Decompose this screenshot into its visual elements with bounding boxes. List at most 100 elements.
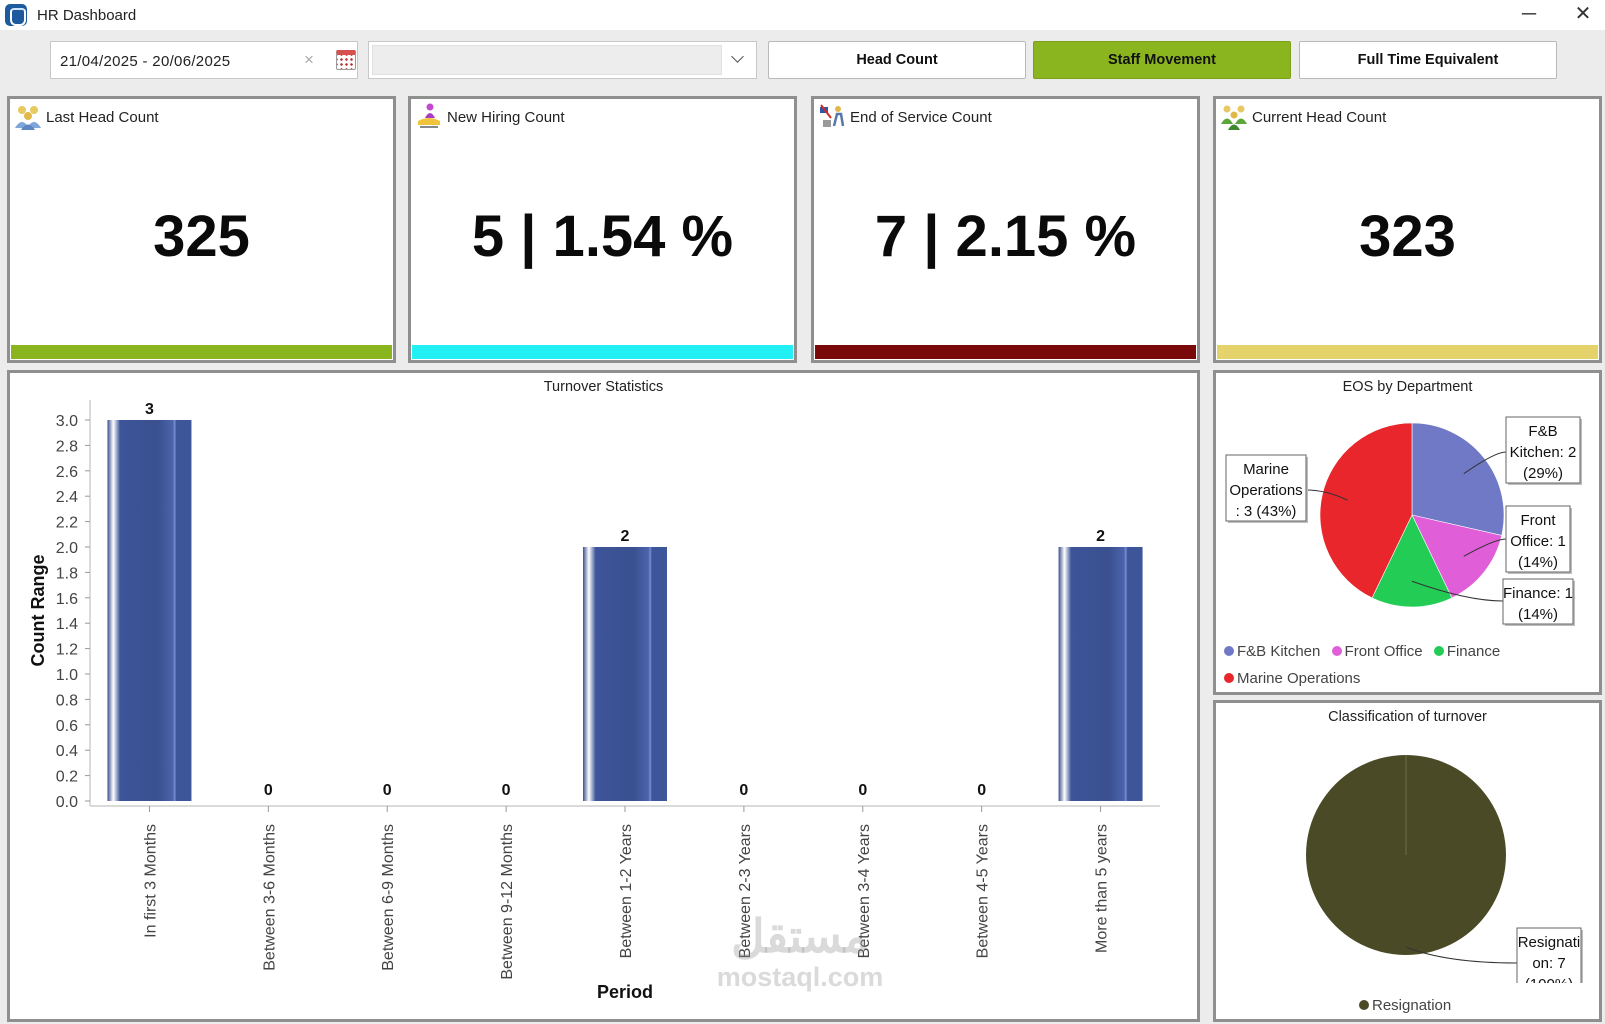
legend-dot: [1433, 646, 1444, 656]
callout-leader: [1405, 946, 1518, 964]
bar-value-label: 2: [1096, 528, 1105, 545]
y-tick-label: 0.2: [56, 769, 78, 786]
staff-movement-button[interactable]: Staff Movement: [1033, 41, 1291, 79]
callout-box: [1516, 927, 1582, 983]
minimize-button[interactable]: ─: [1521, 3, 1537, 25]
head-count-button[interactable]: Head Count: [768, 41, 1026, 79]
date-range-value: 21/04/2025 - 20/06/2025: [60, 53, 231, 70]
slice-callout: F&B Kitchen: 2 (29%): [1463, 416, 1582, 485]
watermark: مستقل mostaql.com: [700, 910, 900, 992]
turnover-bar-chart: 0.0 0.2 0.4 0.6 0.8 1.0 1.2 1.4 1.6 1.8 2.0 2.2 2.4 2…: [28, 400, 1160, 1002]
bar[interactable]: [1058, 547, 1143, 801]
callout-box: [1505, 505, 1571, 573]
bar-value-label: 3: [145, 401, 154, 418]
callout-leader: [1411, 580, 1504, 602]
bar-value-label: 0: [739, 782, 748, 799]
callout-text: Office: 1: [1510, 533, 1566, 550]
legend-item: Front Office: [1331, 643, 1423, 660]
x-tick-label: Between 2-3 Years: [737, 824, 754, 958]
callout-text: (29%): [1523, 465, 1563, 482]
chart-title: Classification of turnover: [1328, 709, 1487, 725]
callout-text: (14%): [1518, 554, 1558, 571]
card-value: 325: [153, 204, 250, 269]
card-accent-bar: [815, 345, 1196, 359]
y-axis-title: Count Range: [28, 555, 48, 667]
legend-dot: [1224, 673, 1234, 683]
x-tick-label: Between 1-2 Years: [618, 824, 635, 958]
chart-title: Turnover Statistics: [543, 379, 664, 395]
slice-callout: Front Office: 1 (14%): [1463, 505, 1572, 574]
callout-leader: [1463, 451, 1507, 475]
classification-of-turnover-panel: Classification of turnover Resignati on: …: [1213, 700, 1602, 1022]
y-tick-label: 1.2: [56, 642, 78, 659]
x-tick-label: Between 6-9 Months: [380, 824, 397, 971]
legend-label: Front Office: [1344, 643, 1423, 660]
chevron-down-icon[interactable]: [729, 51, 749, 69]
legend-dot: [1224, 646, 1234, 656]
slice-callout: Resignati on: 7 (100%): [1405, 927, 1583, 983]
card-accent-bar: [412, 345, 793, 359]
filter-combobox[interactable]: [368, 41, 757, 79]
y-tick-label: 0.8: [56, 692, 78, 709]
bar-value-label: 0: [977, 782, 986, 799]
full-time-equivalent-button[interactable]: Full Time Equivalent: [1299, 41, 1557, 79]
last-head-count-card: Last Head Count 325: [7, 96, 396, 363]
date-range-picker[interactable]: 21/04/2025 - 20/06/2025 ×: [50, 41, 358, 79]
current-head-count-card: Current Head Count 323: [1213, 96, 1602, 363]
card-title: New Hiring Count: [447, 109, 565, 126]
close-button[interactable]: ✕: [1574, 3, 1592, 25]
callout-text: Operations: [1229, 482, 1302, 499]
callout-text: Resignati: [1518, 934, 1581, 951]
card-value: 5 | 1.54 %: [471, 204, 734, 269]
card-accent-bar: [1217, 345, 1598, 359]
callout-leader: [1463, 538, 1507, 557]
new-hiring-count-card: New Hiring Count 5 | 1.54 %: [408, 96, 797, 363]
callout-leader: [1305, 489, 1348, 501]
calendar-icon[interactable]: [336, 50, 356, 70]
eos-legend-row-2: Marine Operations: [1224, 670, 1367, 687]
callout-box: [1505, 416, 1581, 484]
y-tick-label: 2.0: [56, 540, 78, 557]
card-value: 7 | 2.15 %: [874, 204, 1137, 269]
bar-value-label: 0: [858, 782, 867, 799]
pie-slice[interactable]: [1319, 422, 1413, 599]
eos-by-department-panel: EOS by Department F&B Kitchen: 2 (29%) Fron…: [1213, 370, 1602, 695]
legend-label: Marine Operations: [1237, 670, 1361, 687]
legend-label: Finance: [1446, 643, 1501, 660]
pie-slice[interactable]: [1411, 514, 1503, 599]
eos-legend: F&B Kitchen Front Office Finance: [1224, 643, 1507, 660]
callout-box: [1225, 454, 1307, 522]
title-bar: HR Dashboard ─ ✕: [0, 0, 1605, 30]
x-tick-label: More than 5 years: [1094, 824, 1111, 953]
y-tick-label: 2.6: [56, 464, 78, 481]
legend-item: Resignation: [1359, 997, 1451, 1014]
legend-label: F&B Kitchen: [1237, 643, 1321, 660]
pie-slice[interactable]: [1411, 422, 1505, 536]
x-tick-label: In first 3 Months: [142, 824, 159, 938]
chart-title: EOS by Department: [1342, 379, 1473, 395]
callout-text: (14%): [1518, 606, 1558, 623]
y-tick-label: 1.4: [56, 616, 78, 633]
y-tick-label: 0.0: [56, 794, 78, 811]
callout-text: : 3 (43%): [1236, 503, 1297, 520]
y-tick-label: 1.0: [56, 667, 78, 684]
clear-date-icon[interactable]: ×: [304, 50, 314, 69]
watermark-arabic: مستقل: [731, 910, 869, 962]
bar[interactable]: [107, 420, 192, 801]
pie-slice[interactable]: [1371, 514, 1453, 608]
combobox-field[interactable]: [372, 45, 722, 75]
x-tick-label: Between 3-4 Years: [856, 824, 873, 958]
legend-dot: [1359, 1000, 1369, 1010]
bar-value-label: 2: [621, 528, 630, 545]
x-axis-title: Period: [597, 982, 653, 1002]
end-of-service-icon: [820, 104, 845, 127]
new-hire-icon: [418, 103, 440, 128]
bar[interactable]: [583, 547, 667, 801]
x-tick-label: Between 9-12 Months: [499, 824, 516, 980]
y-tick-label: 1.8: [56, 565, 78, 582]
legend-dot: [1331, 646, 1342, 656]
app-logo-icon: [5, 4, 27, 26]
y-tick-label: 2.2: [56, 515, 78, 532]
slice-callout: Finance: 1 (14%): [1411, 578, 1575, 626]
